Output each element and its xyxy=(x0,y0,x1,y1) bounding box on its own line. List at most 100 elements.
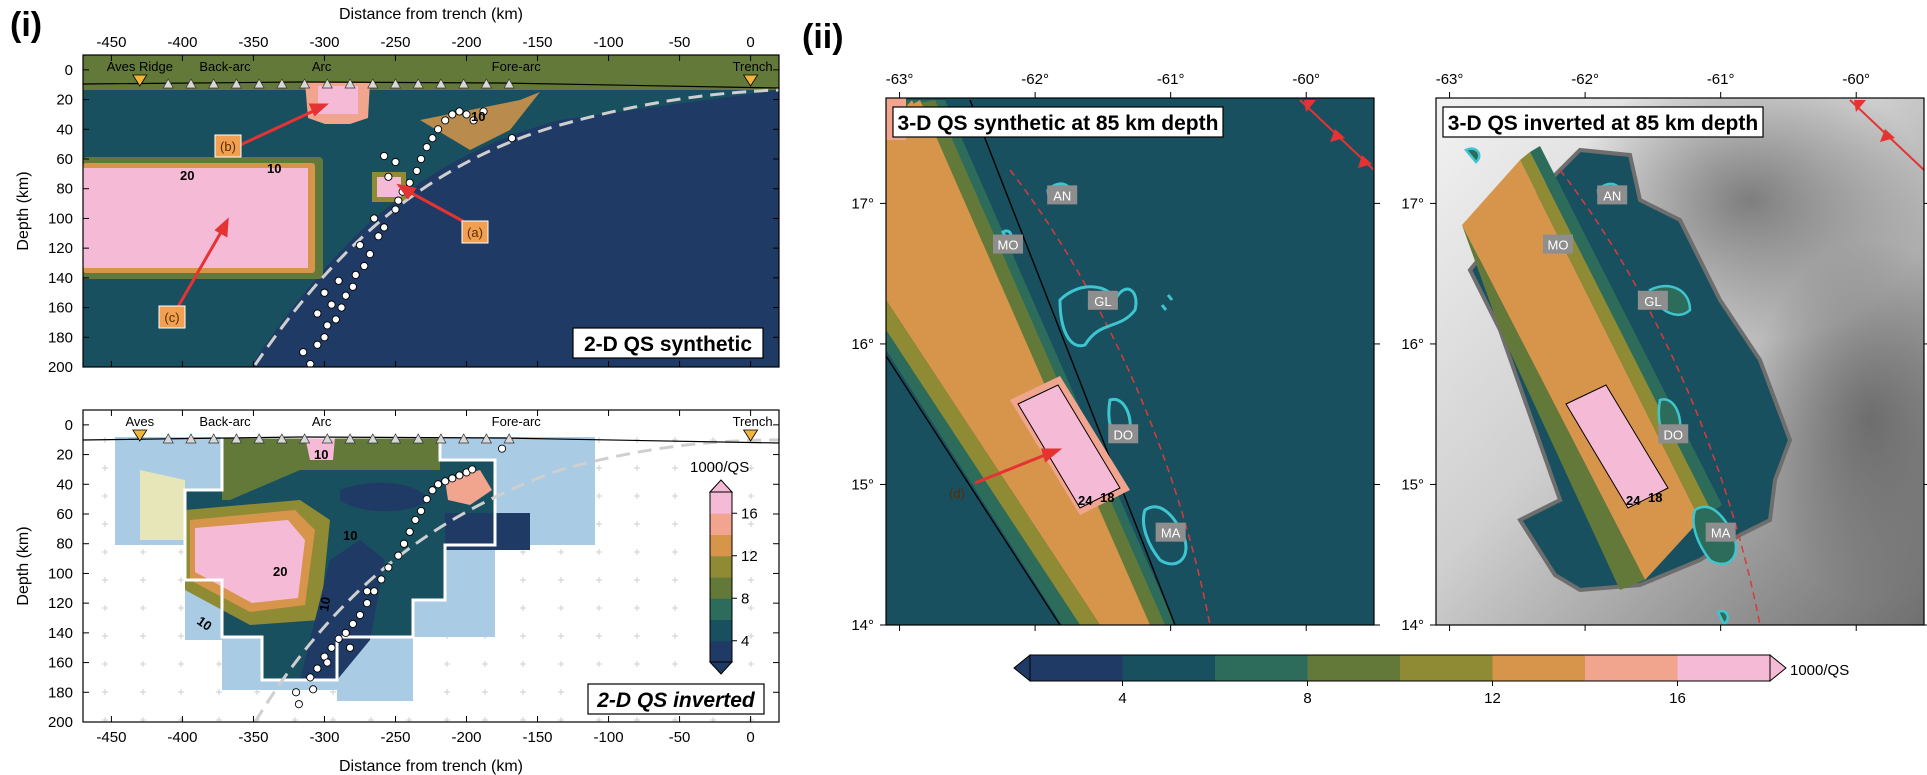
earthquake-point xyxy=(306,359,315,367)
earthquake-point xyxy=(412,166,421,175)
earthquake-point xyxy=(292,688,301,697)
band-olive-main xyxy=(886,300,1100,625)
title-box xyxy=(892,106,1224,138)
station-triangle xyxy=(344,78,356,89)
band-green-edge xyxy=(886,330,1080,625)
x-tick-label: -350 xyxy=(238,34,268,51)
grid-cross xyxy=(748,661,754,667)
station-triangle xyxy=(276,78,288,89)
earthquake-point xyxy=(422,143,431,152)
island-label-box xyxy=(1658,424,1689,444)
earthquake-point xyxy=(380,151,389,161)
anomaly-d-core xyxy=(1565,384,1669,509)
trench-tooth-1 xyxy=(1854,100,1866,112)
earthquake-point xyxy=(374,232,383,241)
grid-cross xyxy=(748,577,754,583)
earthquake-point xyxy=(411,515,420,524)
annotation-d: (d) xyxy=(949,486,965,501)
station-triangle xyxy=(276,433,288,444)
panel-ii-label: (ii) xyxy=(802,18,844,56)
region-label: Back-arc xyxy=(199,414,251,429)
grid-cross xyxy=(596,633,602,639)
station-triangle xyxy=(208,433,220,444)
pale-yellow xyxy=(140,470,185,540)
grid-cross xyxy=(216,689,222,695)
x-tick-label: 0 xyxy=(746,34,754,51)
grid-cross xyxy=(596,493,602,499)
grid-cross xyxy=(634,465,640,471)
colorbar-segment xyxy=(710,555,732,578)
axes-frame xyxy=(82,54,780,368)
contour-label-4: 10 xyxy=(316,596,333,613)
station-triangle xyxy=(208,78,220,89)
x-axis-title-top: Distance from trench (km) xyxy=(339,6,523,23)
grid-cross xyxy=(520,605,526,611)
x-tick-label: -250 xyxy=(380,729,410,746)
grid-cross xyxy=(596,577,602,583)
grid-cross xyxy=(672,605,678,611)
grid-cross xyxy=(596,661,602,667)
annotation-arrows xyxy=(173,103,471,313)
lat-tick-label: 16° xyxy=(851,336,874,353)
colorbar-segment xyxy=(1585,655,1678,681)
region-label: Trench xyxy=(733,59,773,74)
region-marker-triangle xyxy=(742,74,759,87)
y-tick-label: 40 xyxy=(56,476,73,493)
lon-tick-label: -62° xyxy=(1571,71,1599,88)
station-triangle xyxy=(503,78,515,89)
earthquake-point xyxy=(428,486,437,495)
annotation-arrow-d xyxy=(974,448,1063,485)
grid-cross xyxy=(406,717,412,722)
y-tick-label: 20 xyxy=(56,447,73,464)
earthquake-point xyxy=(348,619,357,628)
title-box xyxy=(587,683,765,715)
y-tick-label: 0 xyxy=(65,62,73,79)
earthquake-markers xyxy=(292,444,507,709)
y-tick-label: 20 xyxy=(56,92,73,109)
x-tick-label: -50 xyxy=(669,34,691,51)
lat-tick-label: 14° xyxy=(851,617,874,634)
region-label: Back-arc xyxy=(199,59,251,74)
anomaly-d-core xyxy=(1017,384,1121,509)
colorbar-label: 1000/QS xyxy=(690,459,749,476)
earthquake-point xyxy=(348,282,357,291)
grid-cross xyxy=(102,661,108,667)
station-triangle xyxy=(298,433,311,444)
grid-cross xyxy=(216,661,222,667)
trench-tooth-1 xyxy=(1304,100,1316,112)
station-triangle xyxy=(298,78,311,89)
grid-cross xyxy=(178,661,184,667)
station-triangle xyxy=(367,78,379,89)
x-tick-label: -150 xyxy=(523,34,553,51)
x-tick-label: -400 xyxy=(167,729,197,746)
station-triangle xyxy=(321,78,333,89)
colorbar-label-horizontal: 1000/QS xyxy=(1790,662,1849,679)
earthquake-point xyxy=(294,700,303,709)
earthquake-point xyxy=(462,110,471,119)
grid-cross xyxy=(634,605,640,611)
band-olive-edge xyxy=(1462,225,1645,590)
y-tick-label: 60 xyxy=(56,151,73,168)
y-tick-label: 200 xyxy=(48,359,73,376)
grid-cross xyxy=(520,689,526,695)
island-label-box xyxy=(1087,290,1118,310)
earthquake-point xyxy=(428,134,437,143)
grid-cross xyxy=(444,661,450,667)
island-label: MO xyxy=(998,238,1019,253)
map-3d-inverted: -63° -62° -61° -60°14°15°16°17° ANMOGLDOMA … xyxy=(1401,71,1927,634)
grid-cross xyxy=(482,689,488,695)
station-triangle xyxy=(480,433,492,444)
lat-tick-label: 16° xyxy=(1401,336,1424,353)
lat-tick-label: 15° xyxy=(1401,476,1424,493)
island-label: AN xyxy=(1053,188,1071,203)
earthquake-point xyxy=(441,116,450,125)
region-marker-triangle xyxy=(742,429,759,442)
contour-label-18: 18 xyxy=(1648,490,1662,505)
contour-label-2: 10 xyxy=(343,528,357,543)
annotation-label: (b) xyxy=(220,139,236,154)
earthquake-point xyxy=(384,563,393,572)
grid-cross xyxy=(520,633,526,639)
grid-cross xyxy=(558,633,564,639)
anomaly-c-core xyxy=(83,168,308,268)
earthquake-point xyxy=(455,107,464,116)
